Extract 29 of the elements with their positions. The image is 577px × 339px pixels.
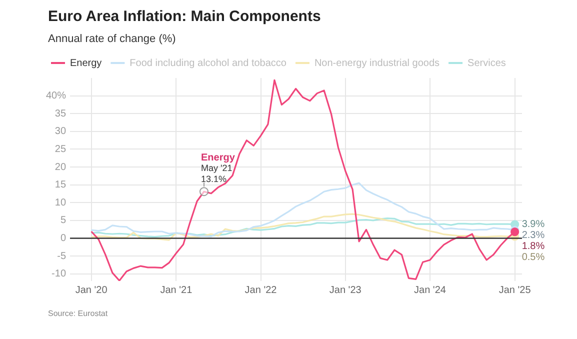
x-tick-label: Jan '23: [329, 284, 362, 296]
x-tick-label: Jan '22: [244, 284, 278, 296]
y-tick-label: -5: [57, 250, 66, 262]
legend-label: Food including alcohol and tobacco: [130, 58, 287, 69]
chart-subtitle: Annual rate of change (%): [48, 33, 177, 45]
x-tick-label: Jan '20: [75, 284, 108, 296]
legend-label: Energy: [70, 58, 102, 69]
y-tick-label: 25: [54, 144, 66, 155]
source-note: Source: Eurostat: [48, 309, 109, 318]
data-label: 3.9%: [522, 219, 545, 230]
x-tick-label: Jan '25: [498, 284, 532, 296]
y-tick-label: 10: [54, 197, 66, 208]
y-tick-label: 40%: [46, 90, 66, 102]
y-tick-label: 15: [54, 180, 66, 191]
x-tick-label: Jan '21: [160, 284, 193, 296]
y-tick-label: 20: [54, 162, 66, 173]
y-tick-label: 5: [60, 215, 66, 226]
legend-label: Services: [468, 58, 506, 69]
data-label: 2.3%: [522, 230, 545, 242]
y-tick-label: 0: [60, 233, 66, 244]
legend-label: Non-energy industrial goods: [314, 58, 440, 69]
annotation: Energy May '21 13.1%: [200, 152, 236, 184]
data-label: 1.8%: [522, 241, 545, 252]
y-tick-label: 30: [54, 126, 66, 138]
data-label: 0.5%: [522, 252, 545, 264]
y-tick-label: -10: [52, 268, 66, 280]
chart-title: Euro Area Inflation: Main Components: [48, 8, 322, 25]
x-tick-label: Jan '24: [414, 284, 446, 296]
y-tick-label: 35: [54, 108, 66, 120]
